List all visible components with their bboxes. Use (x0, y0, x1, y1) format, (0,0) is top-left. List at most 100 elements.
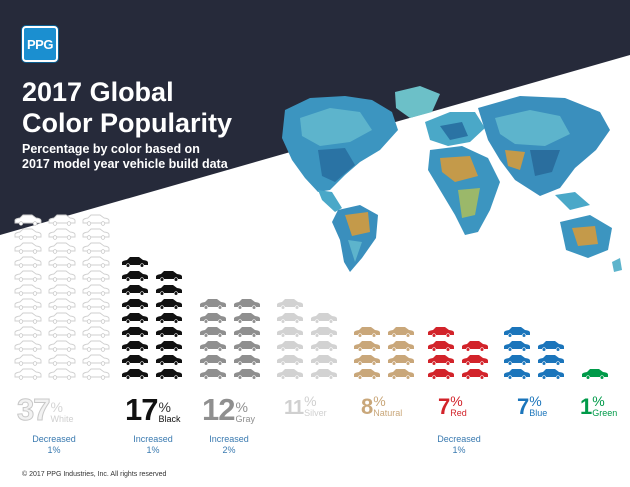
car-icon (48, 368, 76, 378)
car-wheel (445, 361, 451, 366)
car-wheel (125, 319, 131, 324)
car-wheel (314, 375, 320, 380)
name-blue: Blue (529, 408, 548, 418)
car-icon (504, 355, 530, 363)
car-wheel (86, 263, 92, 268)
bar-gray (200, 299, 260, 380)
car-wheel (328, 333, 334, 338)
car-wheel (371, 347, 377, 352)
car-wheel (507, 333, 513, 338)
percent-sign-green: % (592, 393, 605, 409)
car-wheel (328, 375, 334, 380)
car-wheel (86, 333, 92, 338)
car-wheel (86, 291, 92, 296)
car-wheel (100, 221, 106, 226)
car-wheel (66, 361, 72, 366)
car-icon (48, 256, 76, 266)
value-silver: 11 (284, 397, 304, 419)
car-wheel (371, 361, 377, 366)
car-wheel (541, 347, 547, 352)
car-wheel (125, 305, 131, 310)
car-icon (200, 341, 226, 349)
car-icon (234, 355, 260, 363)
car-icon (82, 242, 110, 252)
car-wheel (599, 375, 605, 380)
bar-blue (504, 327, 564, 380)
car-icon (48, 354, 76, 364)
car-wheel (314, 319, 320, 324)
car-icon (200, 299, 226, 307)
car-wheel (139, 375, 145, 380)
car-wheel (405, 333, 411, 338)
note-gray: Increased 2% (194, 434, 264, 456)
value-green: 1 (580, 394, 592, 419)
car-wheel (294, 305, 300, 310)
car-icon (14, 228, 42, 238)
car-wheel (405, 375, 411, 380)
bar-black (122, 257, 182, 380)
car-icon (122, 313, 148, 321)
note-white: Decreased 1% (19, 434, 89, 456)
car-wheel (237, 319, 243, 324)
car-icon (388, 355, 414, 363)
car-wheel (125, 291, 131, 296)
car-wheel (32, 319, 38, 324)
car-icon (200, 313, 226, 321)
note-black-line2: 1% (146, 445, 160, 455)
car-icon (311, 355, 337, 363)
car-wheel (507, 361, 513, 366)
car-wheel (203, 361, 209, 366)
car-wheel (203, 333, 209, 338)
note-white-line1: Decreased (32, 434, 76, 444)
label-gray: 12 % Gray (202, 394, 255, 425)
car-wheel (217, 361, 223, 366)
car-icon (48, 242, 76, 252)
car-wheel (237, 375, 243, 380)
car-wheel (371, 375, 377, 380)
car-wheel (431, 375, 437, 380)
car-icon (48, 326, 76, 336)
car-wheel (159, 375, 165, 380)
car-icon (14, 326, 42, 336)
note-black: Increased 1% (118, 434, 188, 456)
car-icon (277, 369, 303, 377)
car-wheel (139, 347, 145, 352)
name-gray: Gray (235, 414, 255, 424)
car-wheel (555, 375, 561, 380)
value-black: 17 (125, 392, 158, 427)
car-wheel (52, 361, 58, 366)
car-icon (311, 369, 337, 377)
car-icon (156, 355, 182, 363)
car-wheel (555, 361, 561, 366)
value-gray: 12 (202, 392, 235, 427)
car-wheel (173, 333, 179, 338)
car-icon (388, 327, 414, 335)
car-wheel (391, 347, 397, 352)
car-wheel (18, 277, 24, 282)
car-icon (200, 327, 226, 335)
car-icon (428, 327, 454, 335)
car-wheel (159, 319, 165, 324)
car-icon (462, 355, 488, 363)
car-wheel (159, 361, 165, 366)
car-icon (234, 341, 260, 349)
car-wheel (18, 319, 24, 324)
car-wheel (100, 347, 106, 352)
name-natural: Natural (373, 408, 403, 418)
car-wheel (237, 305, 243, 310)
car-wheel (100, 333, 106, 338)
page-subtitle: Percentage by color based on 2017 model … (22, 142, 262, 172)
car-wheel (203, 375, 209, 380)
car-wheel (521, 375, 527, 380)
car-icon (48, 284, 76, 294)
car-wheel (479, 347, 485, 352)
car-icon (277, 327, 303, 335)
note-gray-line2: 2% (222, 445, 236, 455)
name-green: Green (592, 408, 618, 418)
car-wheel (32, 291, 38, 296)
car-wheel (203, 347, 209, 352)
car-wheel (445, 347, 451, 352)
car-wheel (479, 361, 485, 366)
car-icon (48, 340, 76, 350)
car-wheel (294, 333, 300, 338)
